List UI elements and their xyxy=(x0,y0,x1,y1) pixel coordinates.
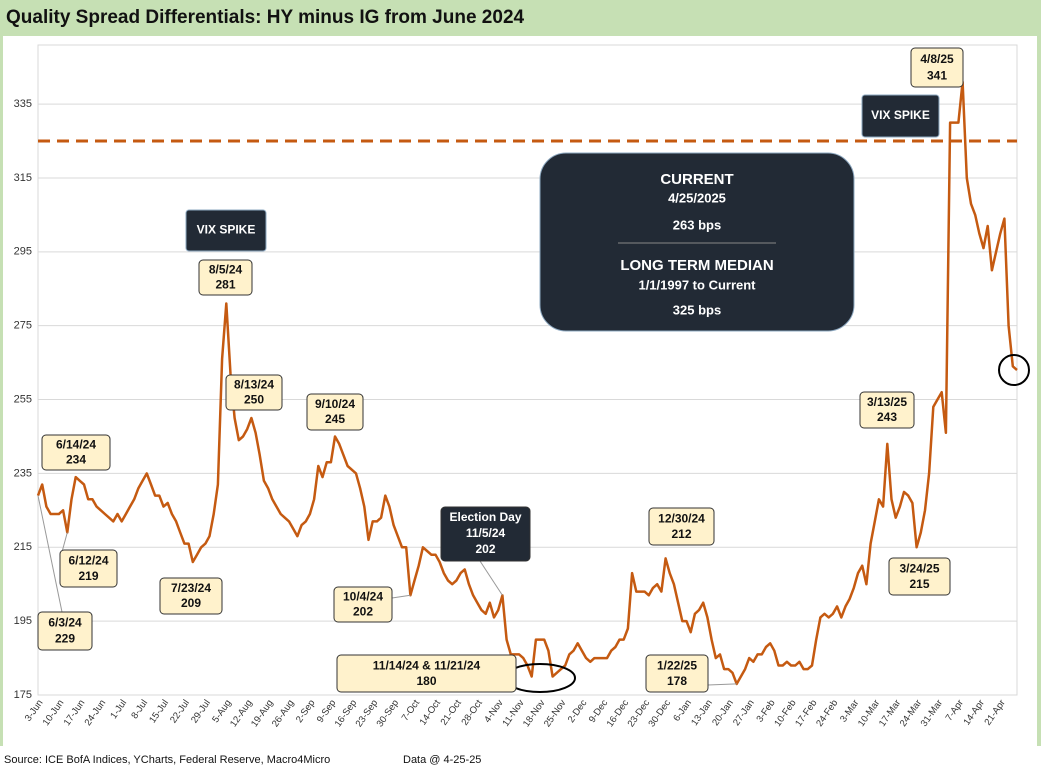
info-median-title: LONG TERM MEDIAN xyxy=(620,257,773,274)
annotation-date: 11/14/24 & 11/21/24 xyxy=(373,658,481,672)
annotation-value: 180 xyxy=(416,674,436,688)
annotation-date: 1/22/25 xyxy=(657,658,697,672)
annotation-date: 3/24/25 xyxy=(899,561,939,575)
annotation-box xyxy=(159,577,223,615)
annotation-date: 8/5/24 xyxy=(209,263,243,277)
annotation-value: 219 xyxy=(78,569,98,583)
annotation-box xyxy=(648,507,715,546)
annotation-box xyxy=(198,259,253,296)
annotation-box xyxy=(645,654,709,693)
annotation-date: 10/4/24 xyxy=(343,590,383,604)
info-box xyxy=(539,152,855,332)
annotation-date: 11/5/24 xyxy=(466,526,506,540)
highlight-circle xyxy=(998,354,1030,386)
annotation-value: 202 xyxy=(475,542,495,556)
y-tick-label: 175 xyxy=(14,689,32,701)
annotation-date: 6/14/24 xyxy=(56,438,96,452)
annotation-value: 178 xyxy=(667,674,687,688)
y-tick-label: 295 xyxy=(14,246,32,258)
annotation-value: 281 xyxy=(215,277,235,291)
annotation-box xyxy=(888,557,951,596)
chart-title: Quality Spread Differentials: HY minus I… xyxy=(6,7,525,28)
annotation-value: 243 xyxy=(877,410,897,424)
annotation-date: 8/13/24 xyxy=(234,378,274,392)
info-median-period: 1/1/1997 to Current xyxy=(638,277,756,292)
y-tick-label: 335 xyxy=(14,98,32,110)
annotation-date: 9/10/24 xyxy=(315,397,355,411)
annotation-box xyxy=(59,549,118,588)
annotation-box xyxy=(336,654,517,693)
annotation-value: 341 xyxy=(927,68,947,82)
annotation-box xyxy=(41,434,111,471)
annotation-date: 6/3/24 xyxy=(48,616,82,630)
annotation-date: 4/8/25 xyxy=(920,52,954,66)
annotation-date: 7/23/24 xyxy=(171,581,211,595)
annotation-date: 6/12/24 xyxy=(68,553,108,567)
leader-line xyxy=(479,560,503,596)
spike-box xyxy=(861,94,940,138)
info-median-value: 325 bps xyxy=(673,302,721,317)
annotation-value: 234 xyxy=(66,452,86,466)
footer-area xyxy=(0,746,1041,774)
spike-box xyxy=(185,209,267,252)
info-current-value: 263 bps xyxy=(673,217,721,232)
annotation-title: Election Day xyxy=(449,510,521,524)
y-tick-label: 275 xyxy=(14,320,32,332)
annotation-box xyxy=(910,47,964,88)
annotation-box xyxy=(859,391,915,429)
info-current-date: 4/25/2025 xyxy=(668,190,726,205)
annotation-value: 212 xyxy=(671,527,691,541)
y-tick-label: 235 xyxy=(14,467,32,479)
leader-line xyxy=(61,532,68,553)
annotation-box xyxy=(440,506,531,562)
annotation-value: 245 xyxy=(325,412,345,426)
annotation-value: 229 xyxy=(55,632,75,646)
y-tick-label: 315 xyxy=(14,172,32,184)
leader-line xyxy=(37,495,63,613)
data-note: Data @ 4-25-25 xyxy=(403,754,481,766)
annotation-date: 3/13/25 xyxy=(867,395,907,409)
annotation-date: 12/30/24 xyxy=(658,511,705,525)
y-tick-label: 255 xyxy=(14,393,32,405)
annotation-box xyxy=(306,393,364,431)
annotation-box xyxy=(225,374,283,411)
spike-label: VIX SPIKE xyxy=(871,108,930,122)
annotation-value: 202 xyxy=(353,604,373,618)
annotation-value: 209 xyxy=(181,596,201,610)
annotation-value: 250 xyxy=(244,392,264,406)
leader-line xyxy=(391,594,411,599)
y-tick-label: 195 xyxy=(14,615,32,627)
annotation-value: 215 xyxy=(909,577,929,591)
annotation-box xyxy=(333,586,393,623)
y-tick-label: 215 xyxy=(14,541,32,553)
spike-label: VIX SPIKE xyxy=(197,223,256,237)
info-current-title: CURRENT xyxy=(660,171,733,188)
annotation-box xyxy=(37,611,93,651)
leader-line xyxy=(707,683,737,686)
source: Source: ICE BofA Indices, YCharts, Feder… xyxy=(4,754,330,766)
